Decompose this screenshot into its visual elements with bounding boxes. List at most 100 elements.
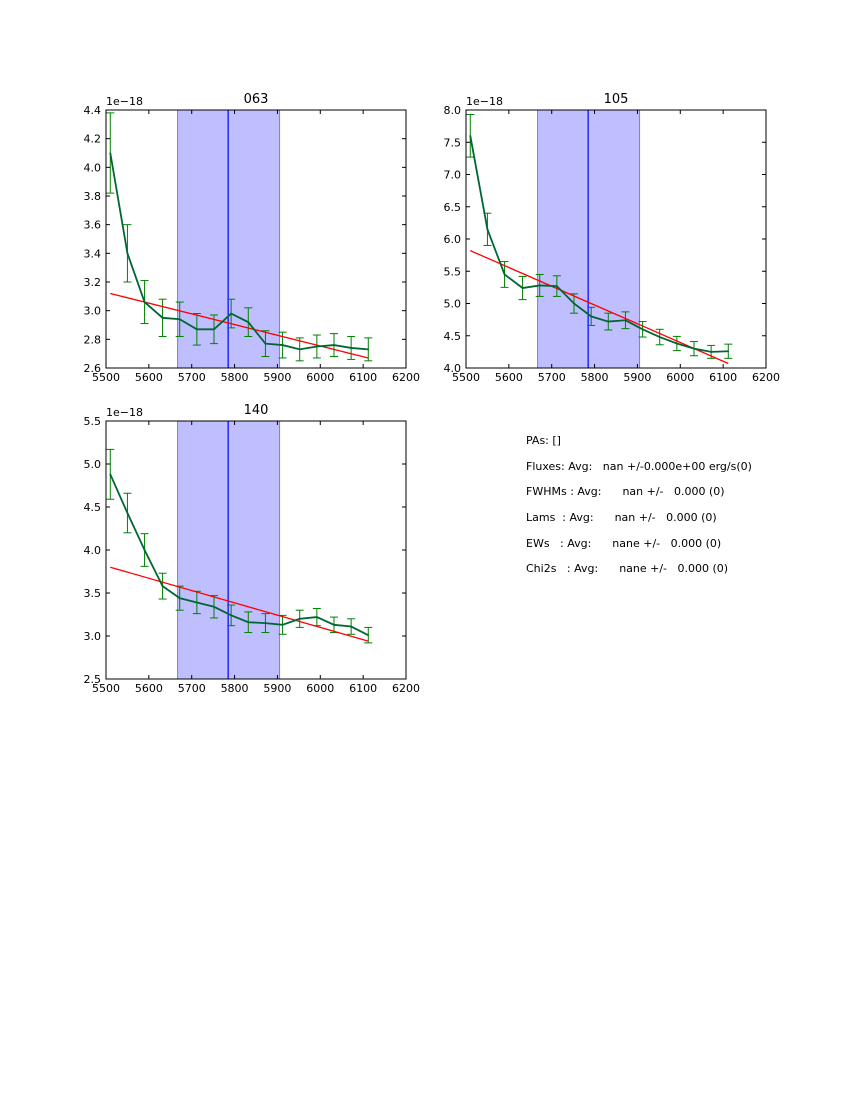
y-tick-label: 4.4 — [84, 104, 102, 117]
data-point — [230, 312, 232, 315]
data-point — [727, 350, 730, 353]
data-point — [503, 273, 506, 276]
x-tick-label: 6200 — [392, 682, 420, 695]
x-tick-label: 6000 — [666, 371, 694, 384]
y-tick-label: 5.0 — [444, 298, 462, 311]
y-tick-label: 3.6 — [84, 219, 102, 232]
data-point — [573, 302, 575, 305]
data-point — [109, 152, 112, 154]
data-point — [196, 601, 198, 604]
y-offset-label: 1e−18 — [106, 406, 143, 419]
subplot-105: 5500 5600 5700 5800 5900 6000 6100 6200 4.0 4.5 5.… — [444, 92, 781, 384]
data-point — [538, 284, 541, 287]
data-point — [316, 616, 318, 618]
data-point — [556, 285, 558, 287]
stats-pas: PAs: [] — [526, 434, 561, 447]
data-point — [196, 328, 198, 331]
fit-line — [110, 566, 369, 642]
data-point — [126, 512, 129, 514]
data-point — [298, 348, 301, 351]
subplot-title: 063 — [244, 92, 269, 107]
y-tick-label: 4.5 — [84, 501, 102, 514]
y-tick-label: 5.0 — [84, 458, 102, 471]
y-tick-label: 4.0 — [444, 362, 462, 375]
y-tick-label: 7.0 — [444, 169, 462, 182]
y-tick-label: 3.5 — [84, 587, 102, 600]
y-tick-label: 4.0 — [84, 544, 102, 557]
y-tick-label: 7.5 — [444, 136, 462, 149]
y-tick-label: 6.0 — [444, 233, 462, 246]
y-tick-label: 4.2 — [84, 133, 102, 146]
data-point — [264, 342, 267, 345]
data-point — [264, 622, 267, 624]
data-point — [469, 135, 472, 137]
stats-lams: Lams : Avg: nan +/- 0.000 (0) — [526, 511, 717, 525]
y-offset-label: 1e−18 — [106, 95, 143, 108]
data-point — [590, 315, 592, 318]
data-point — [607, 320, 610, 323]
data-point — [178, 318, 181, 321]
data-point — [367, 348, 370, 351]
fit-line — [470, 250, 729, 365]
stats-chi2s: Chi2s : Avg: nane +/- 0.000 (0) — [526, 562, 729, 576]
data-point — [624, 319, 627, 322]
data-point — [350, 625, 352, 628]
data-point — [486, 228, 489, 231]
data-point — [143, 301, 146, 303]
subplot-140: 5500 5600 5700 5800 5900 6000 6100 6200 2.5 3.0 3.… — [84, 403, 421, 695]
data-point — [281, 624, 284, 626]
data-point — [333, 624, 335, 626]
x-tick-label: 6100 — [349, 682, 377, 695]
stats-ews: EWs : Avg: nane +/- 0.000 (0) — [526, 536, 722, 550]
data-point — [213, 605, 215, 608]
y-tick-label: 2.8 — [84, 333, 102, 346]
y-tick-label: 4.5 — [444, 330, 462, 343]
data-point — [367, 634, 370, 636]
data-point — [281, 344, 284, 346]
data-point — [333, 344, 335, 346]
y-tick-label: 5.5 — [444, 265, 462, 278]
data-point — [161, 317, 164, 319]
data-point — [109, 473, 112, 476]
x-tick-label: 6100 — [349, 371, 377, 384]
y-tick-label: 3.2 — [84, 276, 102, 289]
x-tick-label: 5600 — [135, 371, 163, 384]
data-point — [298, 618, 301, 620]
x-tick-label: 6100 — [709, 371, 737, 384]
data-point — [710, 351, 712, 353]
y-tick-label: 8.0 — [444, 104, 462, 117]
y-tick-label: 3.8 — [84, 190, 102, 203]
data-point — [350, 347, 352, 349]
axes-frame — [105, 109, 407, 369]
flux-line — [109, 473, 369, 636]
subplot-title: 140 — [244, 403, 269, 418]
data-point — [676, 342, 678, 345]
stats-panel: PAs: [] Fluxes: Avg: nan +/-0.000e+00 er… — [526, 434, 752, 588]
y-tick-label: 4.0 — [84, 161, 102, 174]
x-tick-label: 5500 — [452, 371, 480, 384]
data-point — [641, 328, 644, 331]
flux-line — [469, 135, 729, 353]
subplot-title: 105 — [604, 92, 629, 107]
data-point — [178, 597, 181, 599]
y-tick-label: 3.0 — [84, 305, 102, 318]
y-tick-label: 6.5 — [444, 201, 462, 214]
x-tick-label: 5700 — [178, 371, 206, 384]
x-tick-label: 5900 — [263, 371, 291, 384]
x-tick-label: 5500 — [92, 682, 120, 695]
data-point — [247, 621, 250, 624]
data-point — [247, 321, 250, 323]
x-tick-label: 5900 — [623, 371, 651, 384]
x-tick-label: 5800 — [221, 371, 249, 384]
flux-line — [109, 152, 369, 351]
fit-line — [110, 292, 369, 359]
data-point — [693, 347, 695, 350]
x-tick-label: 5500 — [92, 371, 120, 384]
data-point — [658, 336, 661, 338]
subplot-063: 5500 5600 5700 5800 5900 6000 6100 6200 2.6 2.8 3.… — [84, 92, 421, 384]
x-tick-label: 6000 — [306, 371, 334, 384]
data-point — [161, 585, 164, 587]
y-tick-label: 3.0 — [84, 630, 102, 643]
data-point — [213, 328, 215, 331]
